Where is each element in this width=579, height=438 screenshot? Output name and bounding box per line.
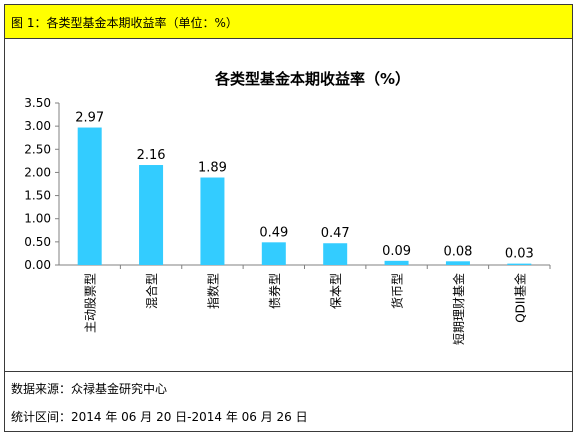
x-category-label: 短期理财基金 <box>451 273 466 345</box>
data-label: 2.97 <box>75 111 104 126</box>
bar <box>507 263 532 265</box>
y-tick-label: 1.00 <box>24 212 51 226</box>
bar-chart: 各类型基金本期收益率（%） 0.00 0.50 1.00 1.50 2.00 2.50 3.0… <box>24 70 551 345</box>
bar <box>261 242 286 265</box>
y-tick-label: 1.50 <box>24 189 51 203</box>
data-label: 0.08 <box>443 244 472 259</box>
chart-title: 各类型基金本期收益率（%） <box>214 70 410 88</box>
caption-bar: 图 1：各类型基金本期收益率（单位：%） <box>5 5 572 39</box>
figure-frame: 图 1：各类型基金本期收益率（单位：%） 各类型基金本期收益率（%） 0.00 0.… <box>4 4 573 432</box>
x-category-label: QDII基金 <box>512 273 527 323</box>
x-category-label: 指数型 <box>205 273 220 309</box>
y-tick-label: 0.00 <box>24 258 51 272</box>
x-category-label: 货币型 <box>390 273 405 309</box>
data-label: 2.16 <box>137 148 166 163</box>
y-tick-label: 3.00 <box>24 119 51 133</box>
y-tick-label: 3.50 <box>24 96 51 110</box>
y-tick-label: 0.50 <box>24 235 51 249</box>
data-label: 0.09 <box>382 244 411 259</box>
bar <box>139 165 164 265</box>
bar <box>77 127 102 265</box>
data-label: 0.03 <box>505 247 534 262</box>
data-source: 数据来源：众禄基金研究中心 <box>11 382 168 396</box>
chart-area: 各类型基金本期收益率（%） 0.00 0.50 1.00 1.50 2.00 2.50 3.0… <box>5 40 572 370</box>
data-label: 0.47 <box>321 226 350 241</box>
data-label: 1.89 <box>198 161 227 176</box>
y-tick-label: 2.50 <box>24 142 51 156</box>
bar <box>384 260 409 265</box>
y-tick-label: 2.00 <box>24 165 51 179</box>
x-category-label: 保本型 <box>329 273 343 309</box>
x-category-label: 债券型 <box>267 273 282 309</box>
chart-footer: 数据来源：众禄基金研究中心 统计区间：2014 年 06 月 20 日-2014… <box>5 371 572 431</box>
statistics-period: 统计区间：2014 年 06 月 20 日-2014 年 06 月 26 日 <box>11 410 308 424</box>
bar <box>200 177 225 265</box>
bar <box>445 261 470 265</box>
figure-caption: 图 1：各类型基金本期收益率（单位：%） <box>11 16 238 30</box>
bar <box>323 243 348 265</box>
data-label: 0.49 <box>259 225 288 240</box>
x-category-label: 主动股票型 <box>84 273 98 333</box>
x-category-label: 混合型 <box>144 273 159 309</box>
